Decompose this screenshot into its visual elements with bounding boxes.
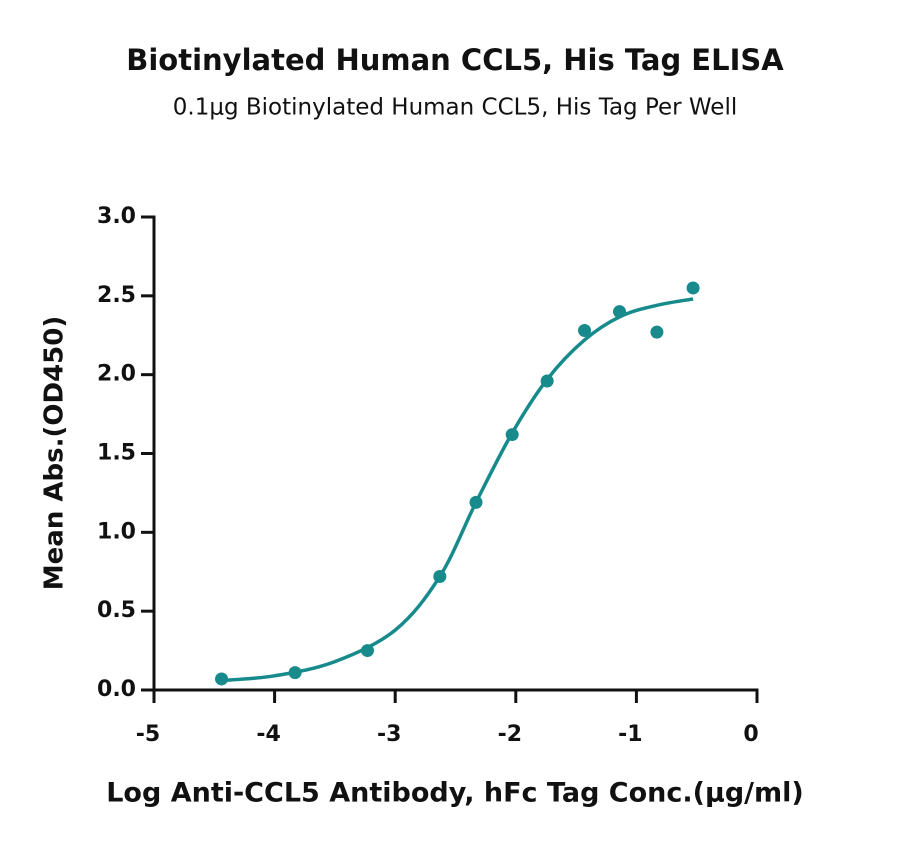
- data-point: [288, 666, 302, 680]
- y-tick-label: 2.5: [97, 283, 136, 308]
- data-point: [650, 325, 664, 339]
- data-point: [433, 569, 447, 583]
- data-point: [360, 644, 374, 658]
- data-point: [686, 281, 700, 295]
- data-point: [215, 672, 229, 686]
- chart-subtitle: 0.1μg Biotinylated Human CCL5, His Tag P…: [173, 95, 738, 121]
- y-tick-label: 1.5: [97, 441, 136, 466]
- data-point: [578, 324, 592, 338]
- chart-title: Biotinylated Human CCL5, His Tag ELISA: [126, 43, 784, 77]
- y-tick-label: 0.5: [97, 598, 136, 623]
- x-tick-label: -1: [618, 722, 642, 747]
- x-tick-label: -4: [256, 722, 280, 747]
- y-tick-label: 2.0: [97, 362, 136, 387]
- y-axis-label: Mean Abs.(OD450): [40, 316, 70, 590]
- fit-curve: [221, 297, 694, 683]
- x-axis-label: Log Anti-CCL5 Antibody, hFc Tag Conc.(μg…: [106, 778, 804, 809]
- y-tick-label: 1.0: [97, 519, 136, 544]
- data-point: [505, 428, 519, 442]
- y-tick-label: 3.0: [97, 204, 136, 229]
- data-point: [540, 374, 554, 388]
- x-tick-label: -3: [377, 722, 401, 747]
- data-point: [469, 495, 483, 509]
- data-point: [613, 305, 627, 319]
- y-tick-label: 0.0: [97, 677, 136, 702]
- x-tick-label: 0: [743, 722, 758, 747]
- x-tick-label: -2: [498, 722, 522, 747]
- x-tick-label: -5: [136, 722, 160, 747]
